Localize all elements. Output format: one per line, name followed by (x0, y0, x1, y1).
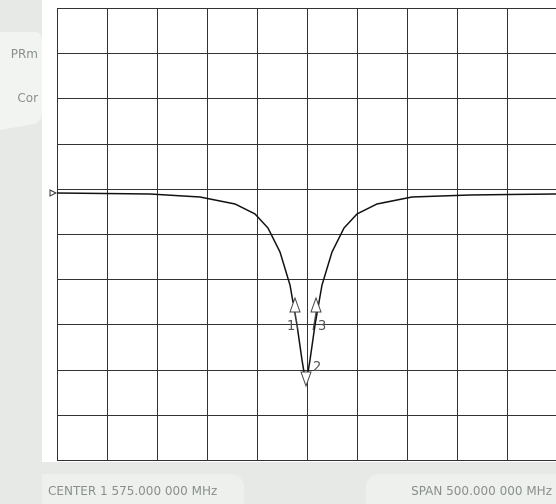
marker-stem (294, 311, 299, 331)
marker-stem (312, 311, 317, 331)
grid (57, 8, 556, 461)
marker-label: 1 (287, 319, 295, 334)
marker-label: 2 (313, 360, 321, 375)
marker-label: 3 (318, 319, 326, 334)
center-frequency: CENTER 1 575.000 000 MHz (48, 484, 217, 498)
span-frequency: SPAN 500.000 000 MHz (411, 484, 552, 498)
footer-left-panel (42, 474, 244, 504)
marker-arrow (300, 371, 312, 388)
sidebar-item[interactable]: PRm (11, 47, 38, 61)
marker-arrow (289, 296, 301, 313)
footer-right-panel (366, 474, 556, 504)
sidebar-item[interactable]: Cor (17, 91, 38, 105)
reference-arrow (49, 189, 58, 197)
trace (56, 192, 556, 385)
sidebar-tab[interactable] (0, 32, 42, 130)
grid-lines (57, 8, 556, 460)
